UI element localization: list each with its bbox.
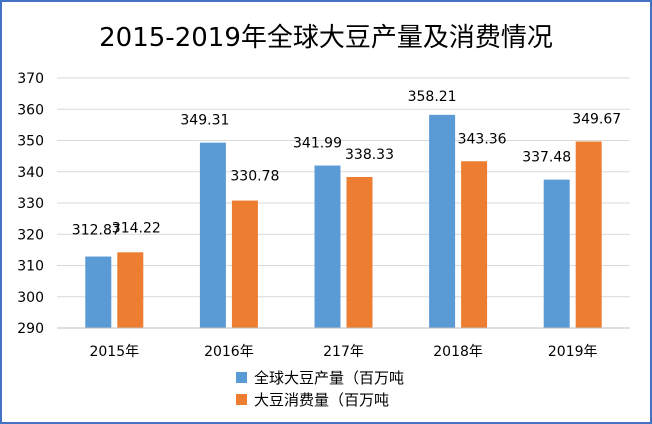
bar-consumption xyxy=(346,176,373,328)
chart-title: 2015-2019年全球大豆产量及消费情况 xyxy=(99,23,553,53)
x-tick-label: 2019年 xyxy=(548,344,598,360)
data-label: 337.48 xyxy=(522,150,571,166)
data-label: 341.99 xyxy=(293,136,342,152)
y-tick-label: 370 xyxy=(17,71,44,87)
legend-swatch xyxy=(236,372,247,383)
x-tick-label: 2018年 xyxy=(433,344,483,360)
data-label: 343.36 xyxy=(458,131,507,147)
y-tick-label: 310 xyxy=(17,259,44,275)
y-tick-label: 320 xyxy=(17,227,44,243)
x-tick-label: 2015年 xyxy=(89,344,139,360)
y-tick-label: 300 xyxy=(17,290,44,306)
data-label: 349.31 xyxy=(180,113,229,129)
legend-label: 全球大豆产量（百万吨 xyxy=(254,369,404,387)
y-tick-label: 360 xyxy=(17,102,44,118)
x-tick-label: 2016年 xyxy=(204,344,254,360)
bar-production xyxy=(85,256,112,328)
bar-consumption xyxy=(575,141,602,328)
y-tick-label: 330 xyxy=(17,196,44,212)
data-label: 330.78 xyxy=(230,169,279,185)
bar-production xyxy=(199,142,226,328)
bar-production xyxy=(429,114,456,328)
data-label: 314.22 xyxy=(112,220,161,236)
data-label: 349.67 xyxy=(572,112,621,128)
bar-consumption xyxy=(231,200,258,328)
legend-label: 大豆消费量（百万吨 xyxy=(254,391,389,409)
x-axis: 2015年 2016年 217年 2018年 2019年 xyxy=(57,327,630,360)
bar-production xyxy=(543,179,570,328)
x-tick-label: 217年 xyxy=(323,344,364,360)
y-axis: 290 300 310 320 330 340 350 360 370 xyxy=(17,71,44,337)
data-label: 358.21 xyxy=(408,89,457,105)
bar-consumption xyxy=(117,252,144,328)
data-label: 312.87 xyxy=(72,223,121,239)
y-tick-label: 340 xyxy=(17,165,44,181)
data-label: 338.33 xyxy=(345,147,394,163)
legend-swatch xyxy=(236,394,247,405)
bar-consumption xyxy=(461,161,488,328)
y-tick-label: 290 xyxy=(17,321,44,337)
y-tick-label: 350 xyxy=(17,134,44,150)
bar-production xyxy=(314,165,341,328)
